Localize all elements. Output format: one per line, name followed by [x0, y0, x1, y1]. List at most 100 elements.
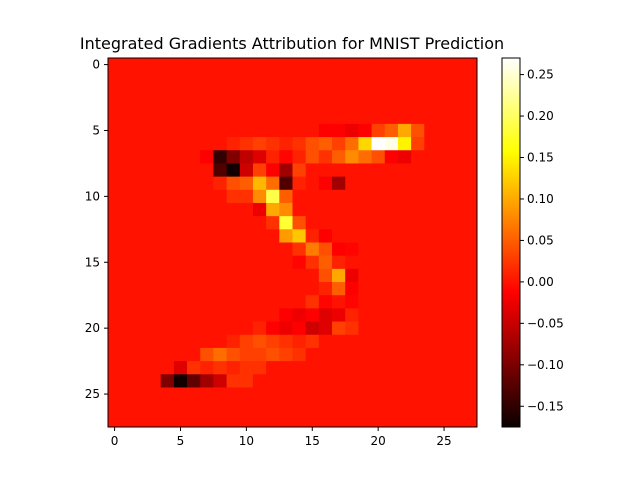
heatmap-cell [173, 202, 188, 217]
heatmap-cell [279, 295, 293, 309]
heatmap-cell [411, 347, 425, 362]
heatmap-cell [147, 137, 162, 151]
heatmap-cell [213, 242, 228, 257]
heatmap-cell [121, 268, 135, 283]
heatmap-cell [318, 387, 333, 402]
heatmap-cell [226, 282, 241, 296]
heatmap-cell [463, 216, 478, 230]
heatmap-cell [239, 150, 254, 164]
heatmap-cell [200, 400, 214, 415]
heatmap-cell [173, 387, 188, 402]
heatmap-cell [226, 387, 241, 402]
heatmap-cell [279, 268, 293, 283]
heatmap-cell [147, 295, 162, 309]
heatmap-cell [134, 202, 148, 217]
heatmap-cell [384, 84, 399, 98]
heatmap-cell [463, 123, 478, 138]
heatmap-cell [411, 295, 425, 309]
heatmap-cell [200, 97, 214, 112]
heatmap-cell [147, 216, 162, 230]
heatmap-cell [108, 255, 122, 270]
heatmap-cell [213, 413, 228, 428]
heatmap-cell [226, 84, 241, 98]
heatmap-cell [213, 229, 228, 243]
heatmap-cell [463, 137, 478, 151]
heatmap-cell [358, 334, 372, 349]
heatmap-cell [411, 123, 425, 138]
heatmap-cell [147, 413, 162, 428]
heatmap-cell [305, 321, 320, 336]
heatmap-cell [134, 413, 148, 428]
heatmap-cell [239, 189, 254, 204]
heatmap-cell [226, 295, 241, 309]
heatmap-cell [292, 387, 307, 402]
heatmap-cell [121, 123, 135, 138]
heatmap-cell [345, 282, 359, 296]
heatmap-cell [411, 334, 425, 349]
heatmap-cell [239, 255, 254, 270]
heatmap-cell [371, 71, 386, 85]
heatmap-cell [371, 321, 386, 336]
heatmap-cell [279, 413, 293, 428]
heatmap-cell [397, 229, 412, 243]
heatmap-cell [292, 347, 307, 362]
heatmap-cell [173, 282, 188, 296]
heatmap-cell [213, 334, 228, 349]
heatmap-cell [332, 334, 346, 349]
heatmap-cell [384, 400, 399, 415]
heatmap-cell [371, 123, 386, 138]
heatmap-cell [358, 268, 372, 283]
heatmap-cell [252, 242, 267, 257]
heatmap-cell [463, 374, 478, 388]
heatmap-cell [384, 150, 399, 164]
heatmap-cell [463, 58, 478, 72]
heatmap-cell [411, 137, 425, 151]
heatmap-cell [266, 242, 280, 257]
heatmap-cell [173, 334, 188, 349]
heatmap-cell [318, 361, 333, 375]
heatmap-cell [252, 58, 267, 72]
heatmap-cell [371, 163, 386, 178]
colorbar-tick-label: 0.10 [527, 192, 554, 206]
heatmap-cell [305, 123, 320, 138]
heatmap-cell [134, 110, 148, 125]
heatmap-cell [345, 347, 359, 362]
heatmap-cell [160, 137, 175, 151]
heatmap-cell [345, 242, 359, 257]
heatmap-cell [279, 361, 293, 375]
heatmap-cell [411, 150, 425, 164]
heatmap-cell [371, 387, 386, 402]
heatmap-cell [239, 202, 254, 217]
heatmap-cell [437, 361, 452, 375]
heatmap-cell [384, 347, 399, 362]
heatmap-cell [239, 216, 254, 230]
heatmap-cell [437, 308, 452, 322]
heatmap-cell [450, 242, 465, 257]
heatmap-cell [252, 216, 267, 230]
heatmap-cell [226, 189, 241, 204]
heatmap-cell [160, 282, 175, 296]
heatmap-cell [147, 189, 162, 204]
heatmap-cell [332, 189, 346, 204]
heatmap-cell [187, 295, 201, 309]
heatmap-cell [292, 123, 307, 138]
heatmap-cell [239, 176, 254, 191]
heatmap-cell [279, 308, 293, 322]
heatmap-cell [147, 176, 162, 191]
heatmap-cell [397, 347, 412, 362]
heatmap-cell [397, 295, 412, 309]
heatmap-cell [384, 295, 399, 309]
heatmap-cell [437, 255, 452, 270]
heatmap-cell [108, 374, 122, 388]
heatmap-cell [305, 150, 320, 164]
heatmap-cell [134, 321, 148, 336]
heatmap-cell [397, 255, 412, 270]
heatmap-cell [213, 137, 228, 151]
heatmap-cell [437, 189, 452, 204]
heatmap-cell [160, 295, 175, 309]
heatmap-cell [305, 97, 320, 112]
heatmap-cell [424, 84, 438, 98]
heatmap-cell [371, 334, 386, 349]
heatmap-cell [108, 413, 122, 428]
